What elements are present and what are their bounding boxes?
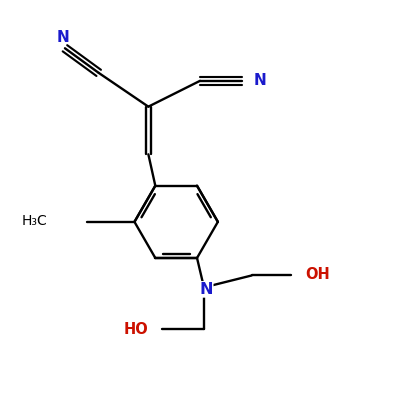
Text: N: N bbox=[254, 72, 266, 88]
Text: H₃C: H₃C bbox=[21, 214, 47, 228]
Text: N: N bbox=[199, 282, 213, 297]
Text: N: N bbox=[56, 30, 69, 45]
Text: OH: OH bbox=[305, 267, 330, 282]
Text: HO: HO bbox=[124, 322, 148, 337]
